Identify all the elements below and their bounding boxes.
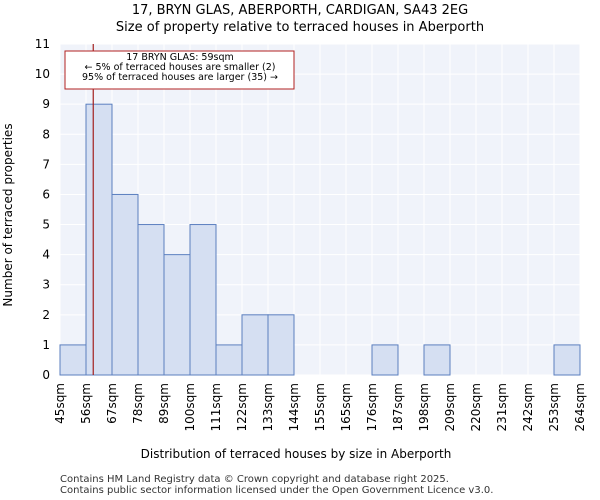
footer-line-1: Contains HM Land Registry data © Crown c… (60, 474, 449, 485)
bar-111sqm (215, 344, 243, 376)
x-tick-label: 264sqm (573, 383, 587, 431)
chart-subtitle: Size of property relative to terraced ho… (115, 20, 485, 35)
x-tick-label: 165sqm (339, 383, 353, 431)
x-tick-label: 67sqm (105, 383, 119, 424)
annotation-box (64, 50, 295, 90)
footer-line-2: Contains public sector information licen… (60, 485, 494, 496)
bars (59, 103, 581, 376)
bar-56sqm (85, 103, 113, 376)
annotation-line-3: 95% of terraced houses are larger (35) → (82, 72, 278, 83)
x-tick-label: 176sqm (365, 383, 379, 431)
y-tick-labels: 0 1 2 3 4 5 6 7 8 9 10 11 (35, 37, 50, 382)
bar-89sqm (163, 254, 191, 376)
annotation-line-1: 17 BRYN GLAS: 59sqm (126, 52, 234, 63)
y-tick-label: 5 (42, 218, 50, 232)
grid-lines (59, 43, 581, 376)
bar-100sqm (189, 224, 217, 376)
bar-78sqm (137, 224, 165, 376)
x-tick-label: 253sqm (547, 383, 561, 431)
x-tick-label: 144sqm (287, 383, 301, 431)
x-tick-label: 89sqm (157, 383, 171, 424)
x-tick-label: 111sqm (209, 383, 223, 431)
x-tick-label: 242sqm (521, 383, 535, 431)
x-tick-label: 209sqm (443, 383, 457, 431)
y-tick-label: 9 (42, 97, 50, 111)
bar-122sqm (241, 314, 269, 376)
annotation-line-2: ← 5% of terraced houses are smaller (2) (84, 62, 276, 73)
x-tick-label: 155sqm (313, 383, 327, 431)
y-tick-label: 10 (35, 67, 50, 81)
x-tick-labels: 45sqm 56sqm 67sqm 78sqm 89sqm 100sqm 111sqm 122… (53, 383, 587, 431)
x-tick-label: 198sqm (417, 383, 431, 431)
bar-176sqm (371, 344, 399, 376)
bar-133sqm (267, 314, 295, 376)
bar-253sqm (553, 344, 581, 376)
bar-67sqm (111, 193, 139, 376)
x-tick-label: 231sqm (495, 383, 509, 431)
y-axis-label: Number of terraced properties (1, 123, 15, 306)
y-tick-label: 8 (42, 127, 50, 141)
y-tick-label: 4 (42, 248, 50, 262)
y-tick-label: 0 (42, 368, 50, 382)
x-tick-label: 45sqm (53, 383, 67, 424)
bar-198sqm (423, 344, 451, 376)
y-tick-label: 3 (42, 278, 50, 292)
x-tick-label: 56sqm (79, 383, 93, 424)
x-tick-label: 187sqm (391, 383, 405, 431)
x-tick-label: 122sqm (235, 383, 249, 431)
y-tick-label: 1 (42, 338, 50, 352)
x-tick-label: 100sqm (183, 383, 197, 431)
y-tick-label: 2 (42, 308, 50, 322)
x-tick-label: 133sqm (261, 383, 275, 431)
x-tick-label: 78sqm (131, 383, 145, 424)
y-tick-label: 7 (42, 157, 50, 171)
x-tick-label: 220sqm (469, 383, 483, 431)
chart-title: 17, BRYN GLAS, ABERPORTH, CARDIGAN, SA43… (131, 3, 469, 18)
x-axis-label: Distribution of terraced houses by size … (141, 447, 452, 461)
y-tick-label: 11 (35, 37, 50, 51)
y-tick-label: 6 (42, 187, 50, 201)
bar-45sqm (59, 344, 87, 376)
